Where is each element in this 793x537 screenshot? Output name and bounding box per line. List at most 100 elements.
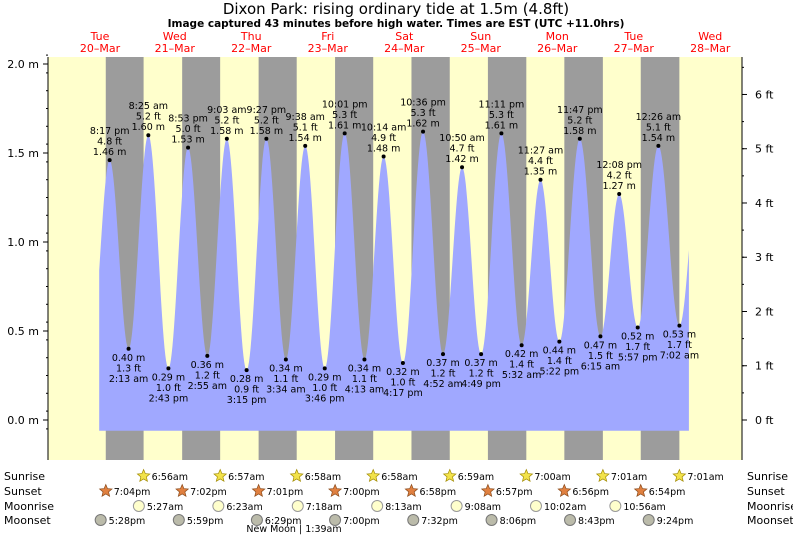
sunset-icon bbox=[98, 483, 113, 498]
moonrise-time: 6:23am bbox=[226, 502, 262, 513]
day-date: 20–Mar bbox=[80, 42, 121, 55]
high-tide-label: 12:26 am bbox=[636, 112, 681, 123]
low-tide-label: 0.47 m bbox=[584, 340, 617, 351]
low-tide-label: 3:46 pm bbox=[305, 393, 345, 404]
y-tick-label-ft: 2 ft bbox=[755, 305, 774, 318]
moonset-icon bbox=[407, 514, 420, 526]
low-tide-label: 1.1 ft bbox=[273, 374, 298, 385]
moonset-icon bbox=[172, 514, 185, 526]
low-tide-label: 2:55 am bbox=[188, 381, 227, 392]
moonrise-time: 10:02am bbox=[544, 502, 586, 513]
day-date: 21–Mar bbox=[155, 42, 196, 55]
y-tick-label-m: 1.5 m bbox=[7, 147, 39, 160]
low-tide-label: 4:17 pm bbox=[383, 388, 423, 399]
y-tick-label-ft: 6 ft bbox=[755, 88, 774, 101]
sunrise-time: 6:57am bbox=[228, 472, 264, 483]
low-tide-marker bbox=[677, 323, 682, 328]
high-tide-label: 4.2 ft bbox=[607, 170, 632, 181]
low-tide-label: 6:15 am bbox=[581, 361, 620, 372]
low-tide-marker bbox=[322, 366, 327, 371]
low-tide-label: 4:13 am bbox=[345, 384, 384, 395]
high-tide-label: 1.61 m bbox=[328, 120, 361, 131]
high-tide-marker bbox=[224, 136, 229, 141]
sunrise-time: 7:00am bbox=[534, 472, 570, 483]
moonset-icon bbox=[642, 514, 655, 526]
low-tide-label: 0.34 m bbox=[269, 363, 302, 374]
high-tide-label: 1.54 m bbox=[642, 133, 675, 144]
moonset-icon bbox=[564, 514, 577, 526]
sunrise-time: 6:59am bbox=[458, 472, 494, 483]
high-tide-label: 1.54 m bbox=[288, 133, 321, 144]
high-tide-label: 1.58 m bbox=[563, 126, 596, 137]
day-name: Wed bbox=[698, 30, 722, 43]
low-tide-label: 5:57 pm bbox=[618, 352, 658, 363]
moonrise-icon bbox=[529, 500, 542, 512]
high-tide-label: 11:47 pm bbox=[557, 105, 603, 116]
sunset-time: 7:00pm bbox=[343, 487, 380, 498]
day-date: 22–Mar bbox=[231, 42, 272, 55]
sunset-time: 6:57pm bbox=[496, 487, 533, 498]
sunrise-icon bbox=[595, 468, 610, 483]
row-label-right: Sunset bbox=[747, 485, 785, 498]
low-tide-label: 1.4 ft bbox=[509, 360, 534, 371]
sunrise-icon bbox=[366, 468, 381, 483]
moonset-time: 8:43pm bbox=[578, 516, 615, 527]
low-tide-label: 1.0 ft bbox=[156, 383, 181, 394]
sunset-time: 6:56pm bbox=[572, 487, 609, 498]
high-tide-label: 1.35 m bbox=[524, 167, 557, 178]
sunrise-time: 7:01am bbox=[687, 472, 723, 483]
high-tide-label: 5.1 ft bbox=[293, 122, 318, 133]
low-tide-label: 0.28 m bbox=[230, 374, 263, 385]
high-tide-marker bbox=[303, 143, 308, 148]
low-tide-label: 0.32 m bbox=[386, 367, 419, 378]
sunset-time: 6:58pm bbox=[419, 487, 456, 498]
high-tide-label: 1.27 m bbox=[602, 181, 635, 192]
low-tide-label: 0.37 m bbox=[464, 358, 497, 369]
day-date: 24–Mar bbox=[384, 42, 425, 55]
sunrise-icon bbox=[289, 468, 304, 483]
day-date: 26–Mar bbox=[537, 42, 578, 55]
day-name: Fri bbox=[321, 30, 334, 43]
high-tide-label: 10:50 am bbox=[439, 133, 484, 144]
sunset-icon bbox=[557, 483, 572, 498]
tide-curve bbox=[99, 131, 689, 431]
high-tide-marker bbox=[381, 154, 386, 159]
sunset-icon bbox=[328, 483, 343, 498]
high-tide-label: 1.60 m bbox=[132, 122, 165, 133]
high-tide-label: 5.3 ft bbox=[489, 110, 514, 121]
moonset-icon bbox=[485, 514, 498, 526]
sunset-icon bbox=[251, 483, 266, 498]
low-tide-marker bbox=[166, 366, 171, 371]
sunrise-icon bbox=[213, 468, 228, 483]
high-tide-label: 4.9 ft bbox=[371, 133, 396, 144]
low-tide-label: 0.53 m bbox=[663, 330, 696, 341]
sunset-icon bbox=[633, 483, 648, 498]
day-headers: Tue20–MarWed21–MarThu22–MarFri23–MarSat2… bbox=[80, 30, 731, 55]
high-tide-label: 1.58 m bbox=[210, 126, 243, 137]
moonset-icon bbox=[329, 514, 342, 526]
moonrise-icon bbox=[371, 500, 384, 512]
moonset-time: 5:59pm bbox=[187, 516, 224, 527]
day-date: 28–Mar bbox=[690, 42, 731, 55]
sunset-time: 6:54pm bbox=[649, 487, 686, 498]
y-tick-label-m: 2.0 m bbox=[7, 58, 39, 71]
low-tide-label: 0.37 m bbox=[426, 358, 459, 369]
moonset-icon bbox=[94, 514, 107, 526]
moonrise-icon bbox=[212, 500, 225, 512]
high-tide-marker bbox=[107, 158, 112, 163]
low-tide-label: 0.42 m bbox=[505, 349, 538, 360]
low-tide-label: 1.2 ft bbox=[469, 369, 494, 380]
low-tide-label: 0.44 m bbox=[543, 346, 576, 357]
moonset-time: 5:28pm bbox=[109, 516, 146, 527]
y-tick-label-ft: 3 ft bbox=[755, 251, 774, 264]
high-tide-label: 4.4 ft bbox=[528, 156, 553, 167]
sunset-time: 7:01pm bbox=[267, 487, 304, 498]
high-tide-marker bbox=[499, 131, 504, 136]
tide-area bbox=[99, 131, 689, 431]
high-tide-marker bbox=[342, 131, 347, 136]
high-tide-marker bbox=[617, 191, 622, 196]
high-tide-label: 10:14 am bbox=[361, 123, 406, 134]
high-tide-label: 8:17 pm bbox=[90, 126, 130, 137]
y-tick-label-m: 1.0 m bbox=[7, 236, 39, 249]
axes: 0.0 m 0.5 m 1.0 m 1.5 m 2.0 m 0 ft 1 ft 2 ft 3 f… bbox=[7, 54, 774, 460]
